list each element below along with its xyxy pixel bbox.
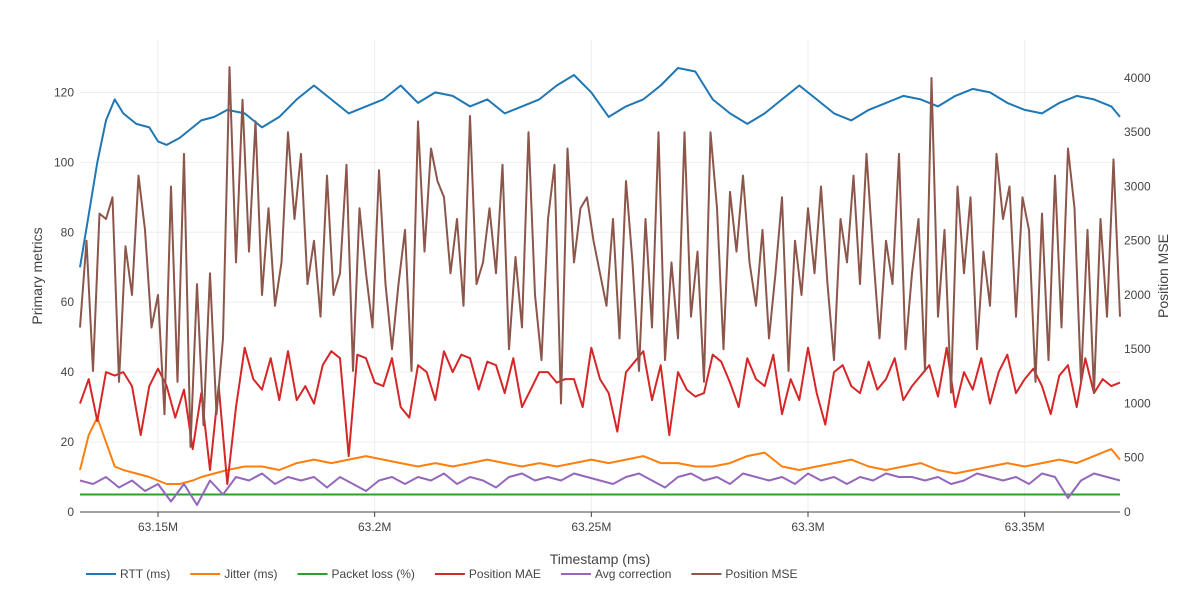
series-line-avg-correction (79, 472, 1121, 506)
y-tick-label: 0 (67, 505, 74, 519)
y2-tick-label: 4000 (1124, 71, 1151, 85)
legend-item-packet-loss[interactable]: Packet loss (%) (297, 567, 415, 581)
y-tick-label: 20 (61, 435, 75, 449)
y-axis-title: Primary metrics (29, 227, 45, 324)
y-tick-label: 40 (61, 365, 75, 379)
legend-label: Position MSE (725, 567, 797, 581)
series-line-jitter-ms (79, 416, 1121, 485)
series-line-position-mse (79, 66, 1121, 448)
legend-label: Position MAE (469, 567, 541, 581)
axes: 0 20 40 60 80 100 120 63.15M 63.2M 63.25M 63.3M 63.… (54, 71, 1151, 534)
series-line-rtt-ms (79, 67, 1121, 268)
y2-tick-label: 3000 (1124, 179, 1151, 193)
y2-tick-label: 0 (1124, 505, 1131, 519)
series-line-position-mae (79, 346, 1121, 485)
x-axis-title: Timestamp (ms) (550, 551, 651, 567)
y-tick-label: 100 (54, 155, 74, 169)
y-tick-label: 60 (61, 295, 75, 309)
x-tick-label: 63.2M (358, 520, 391, 534)
y2-tick-label: 1000 (1124, 396, 1151, 410)
legend-label: Jitter (ms) (224, 567, 277, 581)
legend-label: RTT (ms) (120, 567, 170, 581)
legend-item-position-mse[interactable]: Position MSE (691, 567, 797, 581)
legend: RTT (ms) Jitter (ms) Packet loss (%) Positi… (86, 567, 797, 581)
x-tick-label: 63.3M (791, 520, 824, 534)
plot-area (79, 66, 1121, 506)
legend-item-rtt-ms[interactable]: RTT (ms) (86, 567, 170, 581)
y-tick-label: 80 (61, 225, 75, 239)
legend-label: Packet loss (%) (332, 567, 415, 581)
legend-item-jitter-ms[interactable]: Jitter (ms) (190, 567, 278, 581)
y-tick-label: 120 (54, 85, 74, 99)
y2-tick-label: 2000 (1124, 288, 1151, 302)
x-tick-label: 63.35M (1005, 520, 1045, 534)
x-tick-label: 63.15M (138, 520, 178, 534)
y2-axis-title: Position MSE (1155, 234, 1171, 318)
legend-item-position-mae[interactable]: Position MAE (434, 567, 541, 581)
y2-tick-label: 1500 (1124, 342, 1151, 356)
x-tick-label: 63.25M (571, 520, 611, 534)
gridlines (80, 40, 1120, 512)
y2-tick-label: 2500 (1124, 234, 1151, 248)
legend-label: Avg correction (595, 567, 671, 581)
y2-tick-label: 500 (1124, 451, 1144, 465)
legend-item-avg-correction[interactable]: Avg correction (560, 567, 671, 581)
y2-tick-label: 3500 (1124, 125, 1151, 139)
